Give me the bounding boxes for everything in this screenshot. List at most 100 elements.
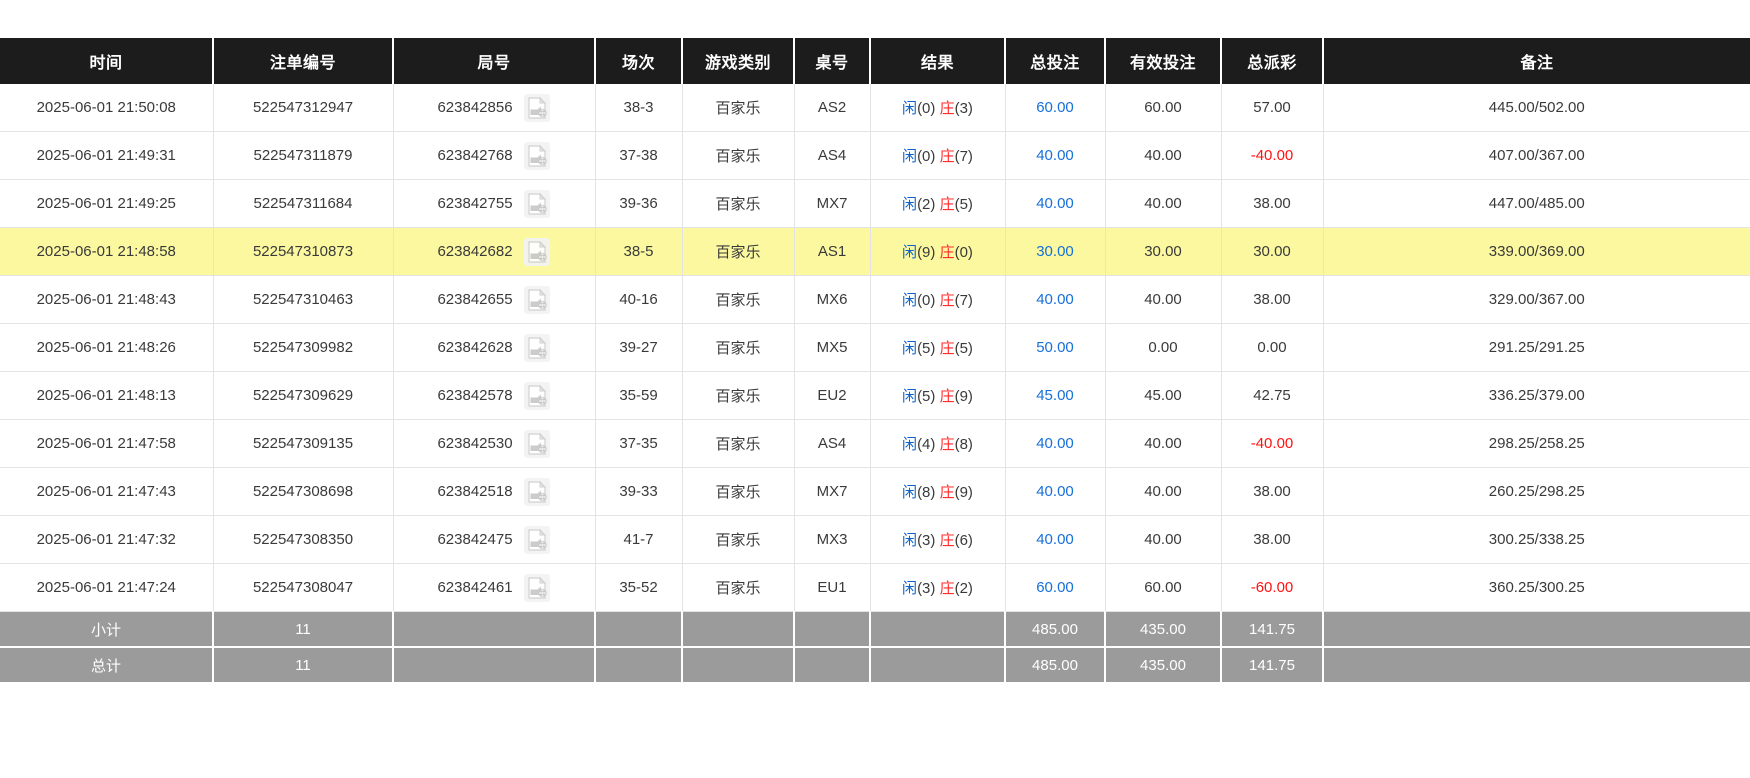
cell-table-no: AS2 [794, 84, 871, 132]
table-row[interactable]: 2025-06-01 21:47:43 522547308698 623842518… [0, 467, 1750, 516]
video-replay-icon[interactable] [523, 525, 551, 555]
summary-result [870, 611, 1006, 648]
summary-session [595, 611, 683, 648]
cell-bet-id: 522547308350 [213, 515, 394, 564]
video-replay-icon[interactable] [523, 573, 551, 603]
cell-valid-bet: 30.00 [1105, 227, 1222, 276]
cell-session: 37-38 [595, 131, 683, 180]
round-number: 623842475 [437, 531, 513, 548]
table-row[interactable]: 2025-06-01 21:49:25 522547311684 623842755… [0, 179, 1750, 228]
cell-time: 2025-06-01 21:49:31 [0, 131, 214, 180]
cell-result: 闲(0) 庄(7) [870, 131, 1006, 180]
payout-amount: -60.00 [1250, 579, 1294, 596]
cell-time: 2025-06-01 21:47:24 [0, 563, 214, 612]
cell-remark: 329.00/367.00 [1323, 275, 1750, 324]
result-player-value: (0) [917, 148, 936, 165]
video-replay-icon[interactable] [523, 237, 551, 267]
column-header-game-type[interactable]: 游戏类别 [682, 38, 795, 84]
cell-remark: 447.00/485.00 [1323, 179, 1750, 228]
cell-result: 闲(3) 庄(6) [870, 515, 1006, 564]
cell-total-bet: 60.00 [1005, 563, 1106, 612]
table-row[interactable]: 2025-06-01 21:47:58 522547309135 623842530… [0, 419, 1750, 468]
summary-game-type [682, 611, 795, 648]
video-replay-icon[interactable] [523, 285, 551, 315]
cell-session: 35-59 [595, 371, 683, 420]
bet-history-panel: 时间 注单编号 局号 场次 游戏类别 桌号 结果 总投注 有效投注 总派彩 备注… [0, 38, 1750, 682]
column-header-time[interactable]: 时间 [0, 38, 214, 84]
cell-session: 41-7 [595, 515, 683, 564]
cell-total-bet: 40.00 [1005, 419, 1106, 468]
cell-valid-bet: 40.00 [1105, 131, 1222, 180]
cell-result: 闲(0) 庄(7) [870, 275, 1006, 324]
result-player-value: (5) [917, 340, 936, 357]
result-player-label: 闲 [902, 484, 918, 501]
cell-total-bet: 40.00 [1005, 467, 1106, 516]
result-banker-label: 庄 [939, 340, 955, 357]
result-banker-value: (2) [954, 580, 973, 597]
table-footer: 小计 11 485.00 435.00 141.75 总计 11 485.00 435.00 14… [0, 611, 1750, 682]
cell-total-bet: 60.00 [1005, 84, 1106, 132]
column-header-round[interactable]: 局号 [393, 38, 596, 84]
summary-round [393, 611, 596, 648]
cell-payout: -40.00 [1221, 419, 1324, 468]
subtotal-row: 小计 11 485.00 435.00 141.75 [0, 611, 1750, 648]
video-replay-icon[interactable] [523, 189, 551, 219]
result-banker-value: (3) [954, 100, 973, 117]
cell-bet-id: 522547309135 [213, 419, 394, 468]
result-player-value: (4) [917, 436, 936, 453]
cell-table-no: AS1 [794, 227, 871, 276]
table-row[interactable]: 2025-06-01 21:50:08 522547312947 623842856… [0, 84, 1750, 132]
cell-valid-bet: 40.00 [1105, 419, 1222, 468]
cell-table-no: MX3 [794, 515, 871, 564]
round-number: 623842682 [437, 243, 513, 260]
column-header-payout[interactable]: 总派彩 [1221, 38, 1324, 84]
table-row[interactable]: 2025-06-01 21:48:58 522547310873 623842682… [0, 227, 1750, 276]
column-header-valid-bet[interactable]: 有效投注 [1105, 38, 1222, 84]
column-header-table-no[interactable]: 桌号 [794, 38, 871, 84]
summary-valid-bet: 435.00 [1105, 611, 1222, 648]
payout-amount: 38.00 [1253, 531, 1291, 548]
table-row[interactable]: 2025-06-01 21:48:26 522547309982 623842628… [0, 323, 1750, 372]
table-row[interactable]: 2025-06-01 21:47:32 522547308350 623842475… [0, 515, 1750, 564]
video-replay-icon[interactable] [523, 333, 551, 363]
result-player-value: (3) [917, 532, 936, 549]
cell-session: 39-27 [595, 323, 683, 372]
cell-valid-bet: 45.00 [1105, 371, 1222, 420]
video-replay-icon[interactable] [523, 429, 551, 459]
cell-payout: 0.00 [1221, 323, 1324, 372]
result-banker-value: (9) [954, 388, 973, 405]
result-player-value: (8) [917, 484, 936, 501]
video-replay-icon[interactable] [523, 93, 551, 123]
round-number: 623842518 [437, 483, 513, 500]
cell-game-type: 百家乐 [682, 515, 795, 564]
result-banker-label: 庄 [939, 292, 955, 309]
table-row[interactable]: 2025-06-01 21:48:43 522547310463 623842655… [0, 275, 1750, 324]
table-row[interactable]: 2025-06-01 21:48:13 522547309629 623842578… [0, 371, 1750, 420]
cell-payout: 38.00 [1221, 275, 1324, 324]
summary-total-bet: 485.00 [1005, 647, 1106, 682]
table-row[interactable]: 2025-06-01 21:47:24 522547308047 623842461… [0, 563, 1750, 612]
column-header-bet-id[interactable]: 注单编号 [213, 38, 394, 84]
cell-bet-id: 522547309629 [213, 371, 394, 420]
video-replay-icon[interactable] [523, 141, 551, 171]
cell-total-bet: 50.00 [1005, 323, 1106, 372]
cell-game-type: 百家乐 [682, 227, 795, 276]
summary-game-type [682, 647, 795, 682]
column-header-session[interactable]: 场次 [595, 38, 683, 84]
summary-session [595, 647, 683, 682]
column-header-remark[interactable]: 备注 [1323, 38, 1750, 84]
result-player-value: (3) [917, 580, 936, 597]
cell-round: 623842530 [393, 419, 596, 468]
total-bet-amount: 40.00 [1036, 531, 1074, 548]
cell-remark: 360.25/300.25 [1323, 563, 1750, 612]
round-number: 623842856 [437, 99, 513, 116]
result-player-label: 闲 [902, 580, 918, 597]
table-row[interactable]: 2025-06-01 21:49:31 522547311879 623842768… [0, 131, 1750, 180]
cell-valid-bet: 60.00 [1105, 563, 1222, 612]
column-header-total-bet[interactable]: 总投注 [1005, 38, 1106, 84]
cell-time: 2025-06-01 21:47:43 [0, 467, 214, 516]
column-header-result[interactable]: 结果 [870, 38, 1006, 84]
video-replay-icon[interactable] [523, 477, 551, 507]
cell-time: 2025-06-01 21:50:08 [0, 84, 214, 132]
video-replay-icon[interactable] [523, 381, 551, 411]
